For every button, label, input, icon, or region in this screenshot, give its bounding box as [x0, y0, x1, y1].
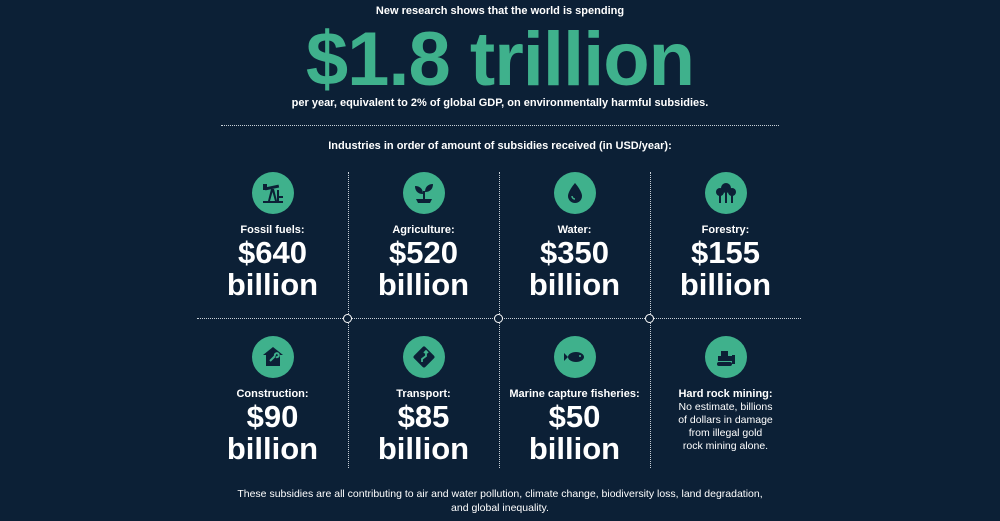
industry-agriculture: Agriculture: $520 billion: [348, 172, 499, 300]
industry-label: Agriculture:: [392, 224, 455, 236]
headline-amount: $1.8 trillion: [305, 17, 695, 102]
trees-icon: [704, 172, 747, 214]
bulldozer-icon: [704, 336, 747, 378]
industry-amount: $85: [397, 399, 450, 434]
footer-text: These subsidies are all contributing to …: [0, 487, 1000, 515]
industry-forestry: Forestry: $155 billion: [650, 172, 801, 300]
industry-unit: billion: [679, 267, 772, 302]
industry-amount: $155: [691, 235, 760, 270]
industries-heading: Industries in order of amount of subsidi…: [328, 140, 672, 152]
water-drop-icon: [553, 172, 596, 214]
industry-unit: billion: [226, 431, 319, 466]
sprout-icon: [402, 172, 445, 214]
industry-fossil-fuels: Fossil fuels: $640 billion: [197, 172, 348, 300]
industry-unit: billion: [528, 431, 621, 466]
footer-line: These subsidies are all contributing to …: [237, 488, 763, 500]
industry-unit: billion: [377, 431, 470, 466]
industry-construction: Construction: $90 billion: [197, 336, 348, 464]
house-wrench-icon: [251, 336, 294, 378]
industry-amount: $640: [238, 235, 307, 270]
industry-note-line: from illegal gold: [688, 427, 763, 439]
industries-grid: Fossil fuels: $640 billion Agriculture: …: [197, 172, 801, 468]
grid-node-1: [343, 314, 352, 323]
industry-amount: $520: [389, 235, 458, 270]
industry-note-line: rock mining alone.: [682, 440, 769, 452]
industry-hard-rock-mining: Hard rock mining: No estimate, billions …: [650, 336, 801, 453]
industry-water: Water: $350 billion: [499, 172, 650, 300]
oil-pump-icon: [251, 172, 294, 214]
industry-label: Transport:: [396, 388, 451, 400]
industry-note-line: of dollars in damage: [678, 414, 773, 426]
industry-label: Construction:: [236, 388, 309, 400]
industry-label: Fossil fuels:: [240, 224, 305, 236]
road-sign-icon: [402, 336, 445, 378]
industry-label: Hard rock mining:: [678, 388, 773, 400]
fish-icon: [553, 336, 596, 378]
industry-label: Marine capture fisheries:: [509, 388, 640, 400]
grid-node-2: [494, 314, 503, 323]
industry-unit: billion: [226, 267, 319, 302]
industry-unit: billion: [528, 267, 621, 302]
industry-amount: $90: [246, 399, 299, 434]
industry-label: Forestry:: [701, 224, 750, 236]
industry-transport: Transport: $85 billion: [348, 336, 499, 464]
industry-amount: $350: [540, 235, 609, 270]
industry-marine-fisheries: Marine capture fisheries: $50 billion: [499, 336, 650, 464]
grid-node-3: [645, 314, 654, 323]
industry-amount: $50: [548, 399, 601, 434]
industry-note-line: No estimate, billions: [678, 401, 773, 413]
industry-unit: billion: [377, 267, 470, 302]
industry-note: No estimate, billions of dollars in dama…: [650, 401, 801, 453]
industry-label: Water:: [557, 224, 592, 236]
footer-line: and global inequality.: [451, 502, 549, 514]
subline-text: per year, equivalent to 2% of global GDP…: [291, 97, 709, 109]
top-divider: [221, 125, 779, 126]
intro-text: New research shows that the world is spe…: [375, 5, 625, 17]
